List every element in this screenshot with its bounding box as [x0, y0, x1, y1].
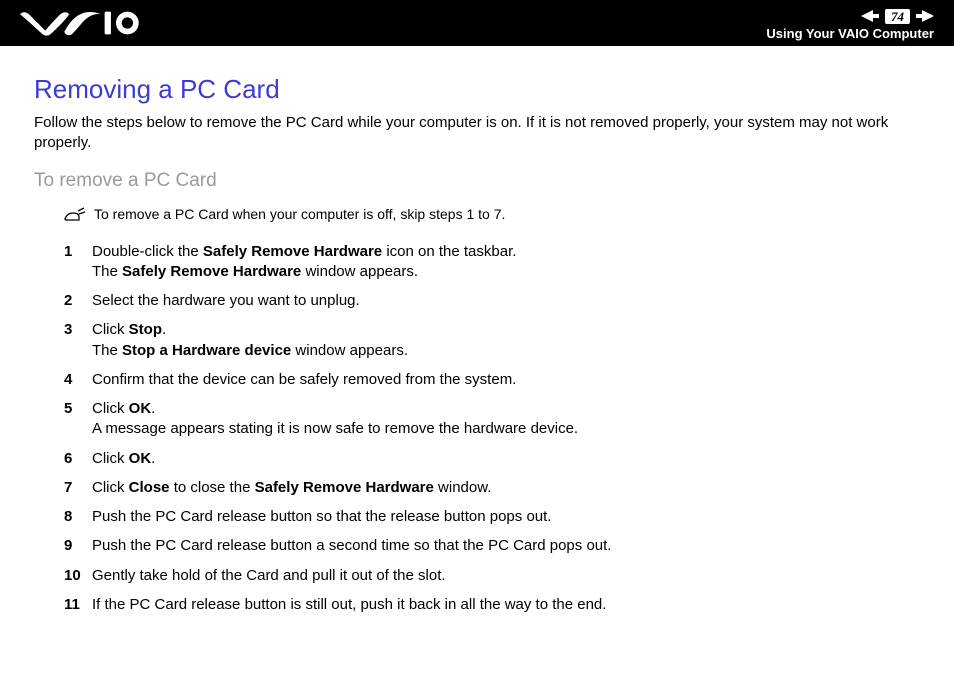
- step-item: Confirm that the device can be safely re…: [64, 370, 920, 390]
- bold-term: Safely Remove Hardware: [255, 479, 434, 496]
- vaio-logo: [20, 10, 140, 36]
- bold-term: Stop a Hardware device: [122, 342, 291, 359]
- note-text: To remove a PC Card when your computer i…: [94, 206, 505, 223]
- step-item: If the PC Card release button is still o…: [64, 595, 920, 615]
- step-item: Push the PC Card release button a second…: [64, 536, 920, 556]
- sub-heading: To remove a PC Card: [34, 170, 920, 192]
- header-right: 74 Using Your VAIO Computer: [766, 7, 934, 40]
- note-row: To remove a PC Card when your computer i…: [64, 206, 920, 228]
- page-heading: Removing a PC Card: [34, 74, 920, 105]
- bold-term: Safely Remove Hardware: [122, 263, 301, 280]
- step-item: Click OK.A message appears stating it is…: [64, 399, 920, 440]
- step-item: Double-click the Safely Remove Hardware …: [64, 242, 920, 283]
- bold-term: Stop: [129, 321, 162, 338]
- bold-term: Close: [129, 479, 170, 496]
- bold-term: OK: [129, 450, 152, 467]
- step-item: Click OK.: [64, 449, 920, 469]
- next-page-arrow-icon[interactable]: [916, 10, 934, 22]
- step-item: Gently take hold of the Card and pull it…: [64, 566, 920, 586]
- header-section-label: Using Your VAIO Computer: [766, 27, 934, 40]
- header-bar: 74 Using Your VAIO Computer: [0, 0, 954, 46]
- step-item: Select the hardware you want to unplug.: [64, 291, 920, 311]
- page-number: 74: [885, 9, 910, 24]
- note-icon: [64, 207, 86, 228]
- step-item: Click Stop.The Stop a Hardware device wi…: [64, 320, 920, 361]
- page-content: Removing a PC Card Follow the steps belo…: [0, 46, 954, 615]
- page-nav: 74: [861, 9, 934, 24]
- prev-page-arrow-icon[interactable]: [861, 10, 879, 22]
- intro-paragraph: Follow the steps below to remove the PC …: [34, 113, 920, 154]
- bold-term: Safely Remove Hardware: [203, 243, 382, 260]
- step-item: Click Close to close the Safely Remove H…: [64, 478, 920, 498]
- steps-list: Double-click the Safely Remove Hardware …: [64, 242, 920, 616]
- step-item: Push the PC Card release button so that …: [64, 507, 920, 527]
- bold-term: OK: [129, 400, 152, 417]
